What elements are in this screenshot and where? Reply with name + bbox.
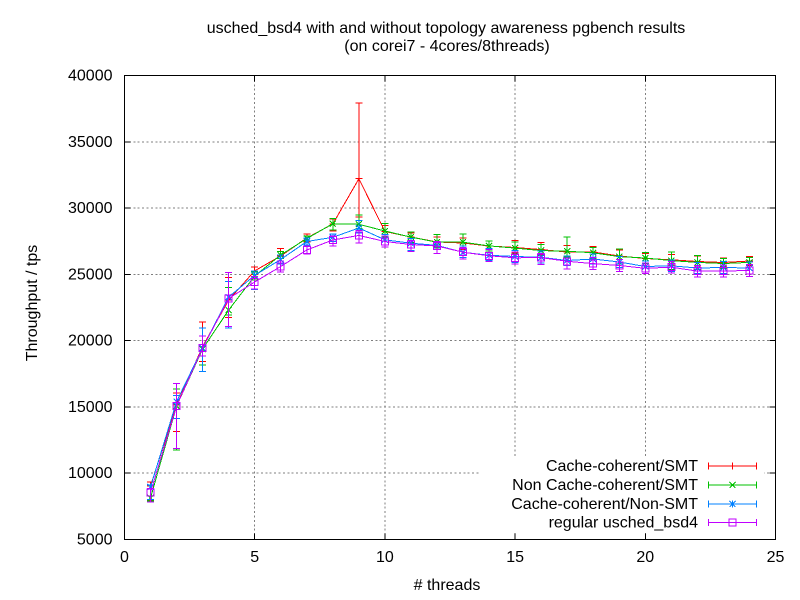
svg-text:usched_bsd4 with and without t: usched_bsd4 with and without topology aw…	[207, 20, 686, 37]
svg-text:10000: 10000	[68, 465, 113, 482]
svg-text:30000: 30000	[68, 200, 113, 217]
svg-text:5: 5	[250, 549, 259, 566]
svg-text:Cache-coherent/Non-SMT: Cache-coherent/Non-SMT	[511, 496, 698, 513]
svg-text:40000: 40000	[68, 68, 113, 85]
svg-text:(on corei7 - 4cores/8threads): (on corei7 - 4cores/8threads)	[344, 38, 549, 55]
svg-text:15000: 15000	[68, 399, 113, 416]
svg-text:Non Cache-coherent/SMT: Non Cache-coherent/SMT	[512, 477, 698, 494]
svg-text:15: 15	[506, 549, 524, 566]
svg-text:0: 0	[120, 549, 129, 566]
svg-text:20000: 20000	[68, 333, 113, 350]
svg-text:# threads: # threads	[414, 577, 481, 594]
svg-text:35000: 35000	[68, 134, 113, 151]
svg-text:10: 10	[376, 549, 394, 566]
svg-text:5000: 5000	[77, 532, 113, 549]
svg-text:25000: 25000	[68, 266, 113, 283]
svg-text:regular usched_bsd4: regular usched_bsd4	[549, 515, 699, 532]
svg-text:25: 25	[767, 549, 785, 566]
svg-text:Throughput / tps: Throughput / tps	[24, 245, 41, 362]
svg-text:20: 20	[636, 549, 654, 566]
svg-text:Cache-coherent/SMT: Cache-coherent/SMT	[546, 458, 698, 475]
